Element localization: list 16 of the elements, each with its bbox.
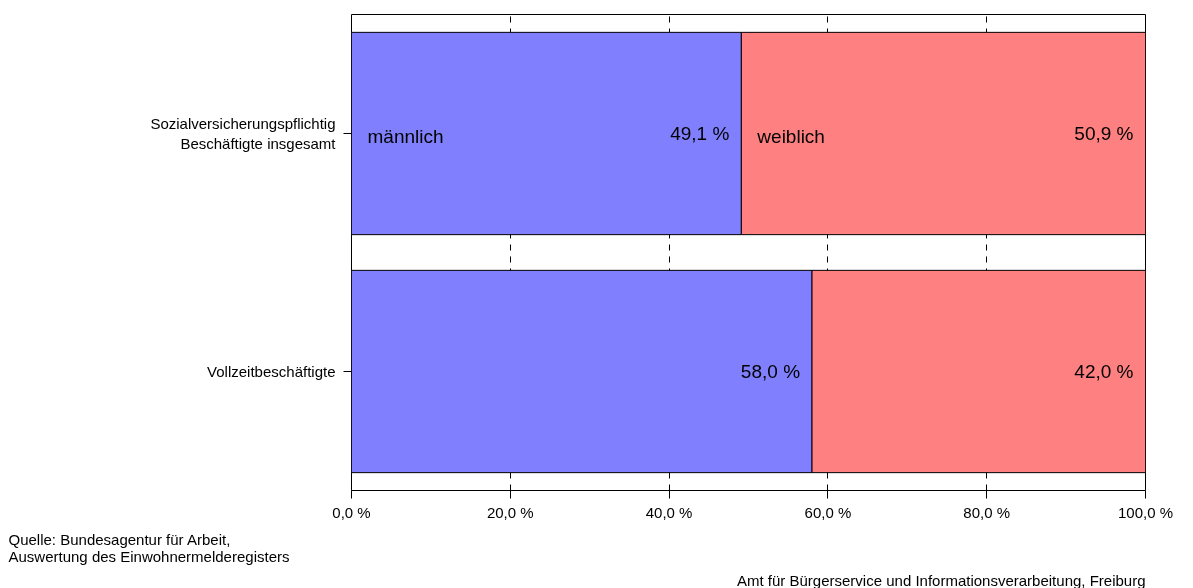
x-tick-label: 80,0 % xyxy=(963,503,1011,521)
data-label: 50,9 % xyxy=(1074,123,1134,144)
y-tick-label: Sozialversicherungspflichtig Beschäftigte insgesamt xyxy=(150,114,337,153)
x-tick-label: 60,0 % xyxy=(804,503,852,521)
source-note: Quelle: Bundesagentur für Arbeit, Auswertung des Einwohnermelderegisters xyxy=(8,530,290,565)
text: Amt für Bürgerservice und Informationsverarbeitung, Freiburg xyxy=(736,571,1146,588)
x-tick-label: 40,0 % xyxy=(645,503,693,521)
y-tick-label: Vollzeitbeschäftigte xyxy=(207,363,336,380)
x-tick-label: 100,0 % xyxy=(1117,503,1174,521)
series-label: weiblich xyxy=(756,126,825,147)
x-tick-label: 0,0 % xyxy=(332,503,371,521)
data-label: 49,1 % xyxy=(670,123,730,144)
data-label: 42,0 % xyxy=(1074,361,1134,382)
series-label: männlich xyxy=(367,126,444,147)
x-tick-label: 20,0 % xyxy=(486,503,534,521)
data-label: 58,0 % xyxy=(740,361,801,382)
